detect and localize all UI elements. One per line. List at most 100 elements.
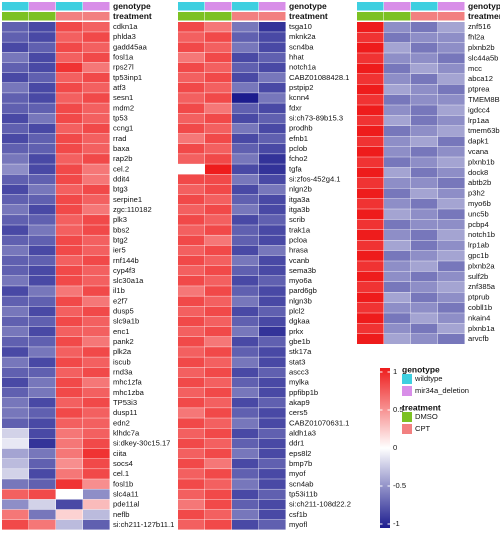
heatmap-cell: [205, 164, 232, 174]
heatmap-cell: [384, 32, 411, 43]
heatmap-cell: [438, 209, 465, 220]
row-label: rnd3a: [113, 368, 133, 377]
heatmap-cell: [29, 296, 56, 307]
heatmap-cell: [232, 184, 259, 195]
heatmap-cell: [232, 377, 259, 388]
heatmap-cell: [83, 479, 110, 489]
heatmap-cell: [29, 397, 56, 408]
annotation-cell: [384, 12, 411, 21]
heatmap-cell: [29, 42, 56, 53]
row-label: scrib: [289, 215, 305, 224]
heatmap-cell: [205, 306, 232, 317]
heatmap-cell: [29, 377, 56, 388]
heatmap-cell: [232, 276, 259, 286]
heatmap-cell: [83, 448, 110, 459]
heatmap-cell: [83, 225, 110, 235]
heatmap-cell: [259, 347, 286, 357]
heatmap-cell: [178, 72, 205, 83]
legend-swatch: [402, 386, 412, 396]
heatmap-cell: [205, 509, 232, 520]
heatmap-cell: [2, 225, 29, 235]
row-label: sesn1: [113, 93, 133, 102]
row-label: rap2b: [113, 154, 132, 163]
heatmap-cell: [259, 82, 286, 93]
heatmap-cell: [411, 53, 438, 64]
heatmap-cell: [438, 84, 465, 95]
heatmap-cell: [384, 282, 411, 292]
heatmap-cell: [438, 42, 465, 53]
heatmap-cell: [232, 519, 259, 530]
legend-label: CPT: [415, 424, 431, 433]
heatmap-cell: [384, 250, 411, 261]
heatmap-cell: [259, 52, 286, 63]
row-label: fosl1b: [113, 479, 133, 488]
heatmap-cell: [83, 245, 110, 256]
heatmap-cell: [205, 265, 232, 276]
heatmap-cell: [259, 103, 286, 114]
heatmap-cell: [411, 63, 438, 74]
annotation-cell: [178, 2, 205, 11]
heatmap-cell: [232, 408, 259, 418]
heatmap-cell: [83, 72, 110, 83]
heatmap-cell: [259, 265, 286, 276]
heatmap-cell: [83, 499, 110, 510]
row-label: si:ch73-89b15.3: [289, 114, 343, 123]
heatmap-cell: [2, 326, 29, 337]
heatmap-cell: [2, 265, 29, 276]
heatmap-cell: [411, 115, 438, 126]
heatmap-cell: [232, 306, 259, 317]
heatmap-cell: [83, 367, 110, 378]
heatmap-cell: [83, 418, 110, 428]
heatmap-cell: [357, 115, 384, 126]
heatmap-cell: [56, 377, 83, 388]
heatmap-cell: [232, 336, 259, 347]
heatmap-cell: [232, 154, 259, 164]
heatmap-cell: [178, 42, 205, 53]
heatmap-cell: [178, 32, 205, 42]
annotation-title: treatment: [289, 11, 328, 21]
heatmap-cell: [259, 479, 286, 489]
heatmap-cell: [2, 296, 29, 307]
heatmap-cell: [384, 188, 411, 199]
row-label: sema3b: [289, 266, 316, 275]
heatmap-cell: [178, 489, 205, 500]
row-label: si:dkey-30c15.17: [113, 439, 170, 448]
heatmap-cell: [178, 255, 205, 266]
heatmap-cell: [259, 408, 286, 418]
heatmap-cell: [178, 123, 205, 134]
heatmap-cell: [2, 458, 29, 469]
heatmap-cell: [357, 157, 384, 168]
heatmap-cell: [438, 136, 465, 147]
heatmap-cell: [232, 489, 259, 500]
annotation-cell: [205, 12, 232, 21]
heatmap-cell: [357, 146, 384, 157]
row-label: myo6a: [289, 276, 313, 285]
heatmap-cell: [2, 82, 29, 93]
heatmap-cell: [178, 367, 205, 378]
heatmap-cell: [232, 42, 259, 53]
heatmap-cell: [205, 245, 232, 256]
heatmap-cell: [259, 418, 286, 428]
heatmap-cell: [205, 62, 232, 73]
row-label: neflb: [113, 510, 129, 519]
row-label: tp53inp1: [113, 73, 142, 82]
heatmap-cell: [178, 509, 205, 520]
heatmap-cell: [178, 479, 205, 489]
heatmap-cell: [205, 418, 232, 428]
heatmap-cell: [259, 357, 286, 368]
row-label: mdm2: [113, 103, 134, 112]
row-label: rps27l: [113, 63, 134, 72]
heatmap-cell: [384, 167, 411, 178]
heatmap-cell: [384, 63, 411, 74]
heatmap-cell: [232, 428, 259, 439]
heatmap-cell: [357, 219, 384, 230]
row-label: plxnb2a: [468, 261, 495, 270]
annotation-cell: [56, 12, 83, 21]
heatmap-cell: [56, 387, 83, 398]
heatmap-cell: [357, 126, 384, 136]
row-label: ccng1: [113, 124, 133, 133]
heatmap-cell: [56, 499, 83, 510]
heatmap-cell: [232, 387, 259, 398]
heatmap-cell: [411, 261, 438, 272]
heatmap-cell: [56, 174, 83, 185]
